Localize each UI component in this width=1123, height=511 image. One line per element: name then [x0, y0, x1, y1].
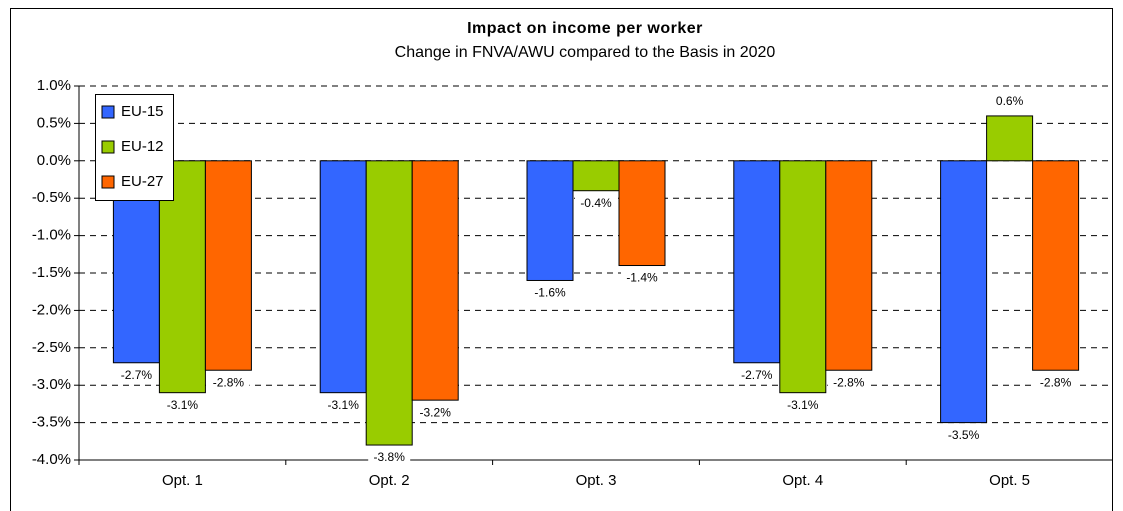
value-label: -3.8% [374, 450, 406, 464]
bar [204, 160, 252, 371]
value-label: -0.4% [580, 196, 612, 210]
value-label: -3.2% [420, 405, 452, 419]
x-tick-label: Opt. 4 [782, 472, 823, 489]
y-tick-label: -2.5% [32, 339, 71, 356]
value-label: -2.8% [213, 375, 245, 389]
value-label: -3.1% [328, 398, 360, 412]
value-label: -1.4% [626, 271, 658, 285]
x-tick-label: Opt. 1 [162, 472, 203, 489]
chart-subtitle: Change in FNVA/AWU compared to the Basis… [395, 44, 776, 61]
value-label-bg [942, 427, 985, 444]
bar [365, 160, 413, 446]
legend: EU-15 EU-12 EU-27 [95, 94, 174, 201]
bar [825, 160, 873, 371]
legend-swatch [101, 175, 115, 189]
value-label-bg [988, 93, 1031, 110]
value-label-bg [827, 375, 870, 392]
value-label-bg [414, 405, 457, 422]
y-tick-label: -1.5% [32, 264, 71, 281]
value-label: -2.7% [121, 368, 153, 382]
value-label-bg [322, 397, 365, 414]
y-tick-label: 1.0% [37, 77, 71, 94]
value-label-bg [161, 397, 204, 414]
bar [572, 160, 620, 192]
y-tick-label: -1.0% [32, 227, 71, 244]
y-tick-label: -2.0% [32, 301, 71, 318]
bar [1032, 160, 1080, 371]
legend-swatch [101, 140, 115, 154]
value-label-bg [735, 367, 778, 384]
bar [940, 160, 988, 424]
value-label-bg [781, 397, 824, 414]
bar [779, 160, 827, 394]
bar [411, 160, 459, 401]
legend-label: EU-27 [121, 173, 164, 190]
bar [526, 160, 574, 281]
y-tick-label: 0.0% [37, 152, 71, 169]
y-tick-label: 0.5% [37, 114, 71, 131]
value-label: -2.8% [1040, 375, 1072, 389]
value-label-bg [1034, 375, 1077, 392]
y-tick-label: -3.5% [32, 414, 71, 431]
bar [618, 160, 666, 267]
legend-label: EU-15 [121, 103, 164, 120]
value-label-bg [621, 270, 663, 287]
bar [319, 160, 367, 394]
x-tick-label: Opt. 3 [576, 472, 617, 489]
value-label: -3.5% [948, 428, 980, 442]
y-tick-label: -0.5% [32, 189, 71, 206]
value-label-bg [368, 450, 411, 467]
chart-title: Impact on income per worker [467, 20, 703, 37]
x-tick-label: Opt. 2 [369, 472, 410, 489]
legend-swatch [101, 105, 115, 119]
bar [733, 160, 781, 364]
value-label: -3.1% [787, 398, 819, 412]
value-label: 0.6% [996, 94, 1024, 108]
value-label-bg [207, 375, 250, 392]
y-tick-label: -4.0% [32, 451, 71, 468]
value-label-bg [575, 195, 617, 212]
value-label-bg [529, 285, 571, 302]
legend-label: EU-12 [121, 138, 164, 155]
bar [986, 115, 1034, 162]
value-label-bg [115, 367, 158, 384]
value-label: -3.1% [167, 398, 199, 412]
value-label: -2.8% [833, 375, 865, 389]
x-tick-label: Opt. 5 [989, 472, 1030, 489]
value-label: -2.7% [741, 368, 773, 382]
value-label: -1.6% [534, 286, 566, 300]
y-tick-label: -3.0% [32, 376, 71, 393]
